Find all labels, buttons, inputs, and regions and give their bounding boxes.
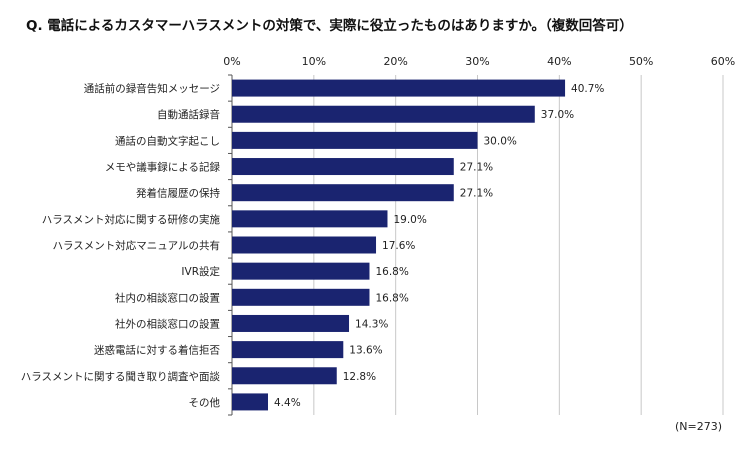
data-label: 16.8% [375,266,408,278]
x-tick-label: 10% [302,55,326,68]
x-tick-label: 0% [223,55,240,68]
bar [232,79,566,97]
data-label: 37.0% [541,109,574,121]
category-label: 発着信履歴の保持 [136,187,220,200]
x-tick-label: 30% [465,55,489,68]
category-label: ハラスメント対応に関する研修の実施 [42,213,221,226]
data-label: 12.8% [343,371,376,383]
category-label: メモや議事録による記録 [105,161,221,174]
bar [232,262,370,280]
data-label: 27.1% [460,188,493,200]
sample-size-note: (N=273) [674,420,722,433]
data-label: 14.3% [355,318,388,330]
bar [232,210,388,228]
category-label: ハラスメントに関する聞き取り調査や面談 [21,370,221,383]
bar [232,341,344,359]
category-label: 社外の相談窓口の設置 [115,317,220,330]
category-label: IVR設定 [181,265,220,278]
category-label: その他 [189,396,221,409]
bar [232,184,454,202]
bar [232,236,377,254]
data-label: 16.8% [375,292,408,304]
category-label: 迷惑電話に対する着信拒否 [94,344,220,357]
data-label: 30.0% [484,135,517,147]
chart-title: Q. 電話によるカスタマーハラスメントの対策で、実際に役立ったものはありますか。… [26,18,633,34]
bar [232,393,269,411]
category-label: ハラスメント対応マニュアルの共有 [53,239,220,252]
data-label: 13.6% [349,345,382,357]
data-label: 4.4% [274,397,301,409]
x-tick-label: 20% [383,55,407,68]
bar [232,367,337,385]
bar [232,105,535,123]
data-label: 19.0% [393,214,426,226]
bar [232,131,478,149]
data-label: 40.7% [571,83,604,95]
category-label: 社内の相談窓口の設置 [115,291,220,304]
bar [232,314,350,332]
category-label: 自動通話録音 [157,108,220,121]
x-tick-label: 40% [547,55,571,68]
category-label: 通話前の録音告知メッセージ [84,82,220,95]
data-label: 17.6% [382,240,415,252]
category-label: 通話の自動文字起こし [115,134,220,147]
x-tick-label: 60% [711,55,735,68]
data-label: 27.1% [460,162,493,174]
bar [232,158,454,176]
bar [232,288,370,306]
x-tick-label: 50% [629,55,653,68]
